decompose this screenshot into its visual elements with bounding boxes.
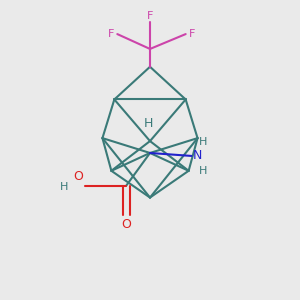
Text: H: H [199,166,207,176]
Text: H: H [144,117,153,130]
Text: F: F [189,29,195,39]
Text: F: F [108,29,114,39]
Text: H: H [199,137,207,147]
Text: O: O [121,218,131,231]
Text: H: H [60,182,68,192]
Text: F: F [147,11,153,21]
Text: O: O [73,170,83,183]
Text: N: N [193,149,202,162]
